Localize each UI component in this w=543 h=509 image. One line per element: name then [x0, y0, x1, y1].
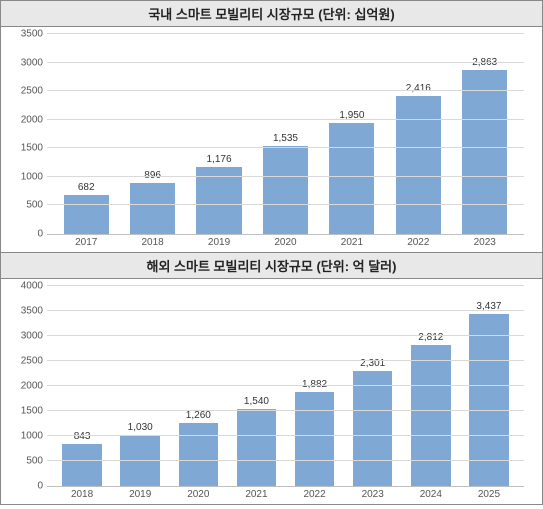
bar-value-label: 1,540 [244, 396, 269, 407]
x-tick-label: 2022 [286, 489, 344, 500]
xaxis-domestic: 2017201820192020202120222023 [47, 235, 524, 248]
y-tick-label: 1500 [13, 143, 43, 154]
bar [263, 146, 308, 234]
x-tick-label: 2025 [460, 489, 518, 500]
bar-slot: 1,540 [227, 287, 285, 486]
bar [295, 392, 335, 486]
gridline [47, 385, 524, 386]
gridline [47, 119, 524, 120]
gridline [47, 435, 524, 436]
gridline [47, 204, 524, 205]
panel-domestic: 국내 스마트 모빌리티 시장규모 (단위: 십억원) 6828961,1761,… [1, 1, 542, 253]
gridline [47, 460, 524, 461]
y-tick-label: 500 [13, 456, 43, 467]
y-tick-label: 2500 [13, 356, 43, 367]
plot-overseas: 8431,0301,2601,5401,8822,3012,8123,437 0… [47, 287, 524, 487]
bar-slot: 3,437 [460, 287, 518, 486]
x-tick-label: 2021 [319, 237, 385, 248]
x-tick-label: 2019 [111, 489, 169, 500]
x-tick-label: 2020 [252, 237, 318, 248]
x-tick-label: 2023 [452, 237, 518, 248]
bar [196, 167, 241, 234]
bar [62, 444, 102, 486]
y-tick-label: 3500 [13, 29, 43, 40]
bar [329, 123, 374, 234]
y-tick-label: 2000 [13, 381, 43, 392]
gridline [47, 62, 524, 63]
bar [64, 195, 109, 234]
x-tick-label: 2018 [53, 489, 111, 500]
bar [462, 70, 507, 234]
y-tick-label: 0 [13, 481, 43, 492]
panel-title: 해외 스마트 모빌리티 시장규모 (단위: 억 달러) [1, 253, 542, 279]
x-tick-label: 2023 [344, 489, 402, 500]
y-tick-label: 1000 [13, 431, 43, 442]
bar [411, 345, 451, 486]
bar-slot: 843 [53, 287, 111, 486]
bar-value-label: 682 [78, 182, 95, 193]
y-tick-label: 3000 [13, 57, 43, 68]
panel-title: 국내 스마트 모빌리티 시장규모 (단위: 십억원) [1, 1, 542, 27]
bar [353, 371, 393, 486]
y-tick-label: 3000 [13, 331, 43, 342]
y-tick-label: 1000 [13, 171, 43, 182]
gridline [47, 410, 524, 411]
bar-value-label: 2,416 [406, 83, 431, 94]
y-tick-label: 1500 [13, 406, 43, 417]
panel-overseas: 해외 스마트 모빌리티 시장규모 (단위: 억 달러) 843 1,030 1,26… [1, 253, 542, 504]
gridline [47, 360, 524, 361]
x-tick-label: 2021 [227, 489, 285, 500]
y-tick-label: 2500 [13, 86, 43, 97]
bar [396, 96, 441, 234]
bar [179, 423, 219, 486]
bar-value-label: 1,535 [273, 133, 298, 144]
bar [130, 183, 175, 234]
bar-slot: 1,030 [111, 287, 169, 486]
bars-overseas: 843 1,030 1,260 1,540 1,8822,3012,8123,437 [47, 287, 524, 486]
x-tick-label: 2024 [402, 489, 460, 500]
bar [237, 409, 277, 486]
x-tick-label: 2022 [385, 237, 451, 248]
gridline [47, 147, 524, 148]
y-tick-label: 4000 [13, 281, 43, 292]
y-tick-label: 3500 [13, 306, 43, 317]
y-tick-label: 500 [13, 200, 43, 211]
gridline [47, 33, 524, 34]
chart-area-domestic: 6828961,1761,5351,9502,4162,863 05001000… [1, 27, 542, 252]
bar-value-label: 1,030 [128, 422, 153, 433]
y-tick-label: 2000 [13, 114, 43, 125]
bar-value-label: 2,863 [472, 57, 497, 68]
chart-container: 국내 스마트 모빌리티 시장규모 (단위: 십억원) 6828961,1761,… [0, 0, 543, 505]
x-tick-label: 2020 [169, 489, 227, 500]
bar-value-label: 1,260 [186, 410, 211, 421]
chart-area-overseas: 843 1,030 1,260 1,540 1,8822,3012,8123,437 0… [1, 279, 542, 504]
bar-value-label: 843 [74, 431, 91, 442]
y-tick-label: 0 [13, 229, 43, 240]
gridline [47, 90, 524, 91]
gridline [47, 335, 524, 336]
bar-slot: 2,812 [402, 287, 460, 486]
gridline [47, 285, 524, 286]
gridline [47, 310, 524, 311]
gridline [47, 176, 524, 177]
bar-slot: 1,260 [169, 287, 227, 486]
x-tick-label: 2018 [119, 237, 185, 248]
bar-slot: 1,882 [286, 287, 344, 486]
x-tick-label: 2019 [186, 237, 252, 248]
xaxis-overseas: 20182019202020212022202320242025 [47, 487, 524, 500]
bar-slot: 2,301 [344, 287, 402, 486]
bar-value-label: 1,176 [207, 154, 232, 165]
plot-domestic: 6828961,1761,5351,9502,4162,863 05001000… [47, 35, 524, 235]
x-tick-label: 2017 [53, 237, 119, 248]
